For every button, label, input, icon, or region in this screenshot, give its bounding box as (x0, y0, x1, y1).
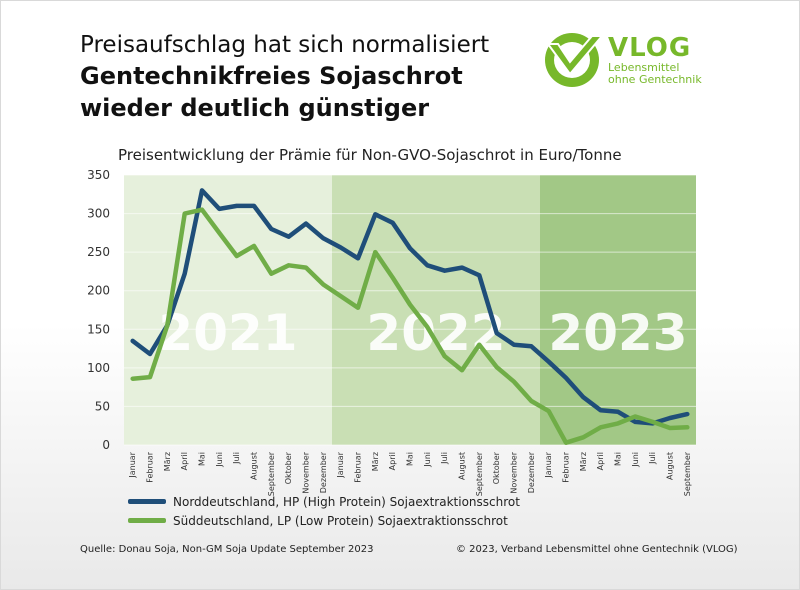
logo-text: VLOG Lebensmittel ohne Gentechnik (608, 34, 702, 86)
x-tick-label: Februar (146, 451, 155, 482)
year-band-2021 (124, 175, 332, 445)
x-tick-label: September (267, 451, 276, 496)
x-tick-label: März (371, 452, 380, 471)
x-tick-label: April (180, 452, 189, 470)
headline-subtitle: Preisaufschlag hat sich normalisiert (80, 32, 490, 58)
x-tick-label: Juli (440, 452, 449, 465)
logo-tagline-line1: Lebensmittel (608, 61, 680, 74)
year-label: 2023 (548, 304, 687, 362)
y-tick-label: 100 (87, 361, 110, 375)
series-line-north (130, 188, 690, 426)
headline-title-line2: wieder deutlich günstiger (80, 94, 430, 122)
y-tick-label: 300 (87, 207, 110, 221)
x-tick-label: Juni (215, 452, 224, 468)
x-tick-label: November (302, 451, 311, 493)
legend-item-north: Norddeutschland, HP (High Protein) Sojae… (128, 492, 520, 511)
x-tick-label: Februar (562, 451, 571, 482)
x-tick-label: Dezember (319, 451, 328, 493)
x-tick-label: August (250, 452, 259, 480)
x-tick-label: Juni (631, 452, 640, 468)
x-tick-label: September (683, 451, 692, 496)
copyright-note: © 2023, Verband Lebensmittel ohne Gentec… (456, 544, 738, 555)
x-tick-label: August (666, 452, 675, 480)
year-band-2022 (332, 175, 540, 445)
logo-tagline-line2: ohne Gentechnik (608, 73, 702, 86)
x-tick-label: August (458, 452, 467, 480)
logo-name: VLOG (608, 33, 692, 63)
x-tick-label: Juli (232, 452, 241, 465)
x-tick-label: April (596, 452, 605, 470)
x-tick-label: September (475, 451, 484, 496)
x-tick-label: Juni (423, 452, 432, 468)
legend-label-north: Norddeutschland, HP (High Protein) Sojae… (173, 494, 520, 509)
chart-title: Preisentwicklung der Prämie für Non-GVO-… (118, 146, 622, 164)
x-tick-label: Januar (544, 451, 553, 478)
x-tick-label: Februar (354, 451, 363, 482)
legend-swatch-south (128, 518, 166, 523)
x-tick-label: Oktober (284, 451, 293, 484)
year-label: 2021 (158, 304, 297, 362)
y-tick-label: 250 (87, 245, 110, 259)
series-line-south (130, 207, 690, 445)
y-tick-label: 150 (87, 322, 110, 336)
x-tick-label: März (579, 452, 588, 471)
y-tick-label: 50 (95, 399, 110, 413)
legend-swatch-north (128, 499, 166, 504)
x-tick-label: Dezember (527, 451, 536, 493)
legend-item-south: Süddeutschland, LP (Low Protein) Sojaext… (128, 511, 520, 530)
legend-label-south: Süddeutschland, LP (Low Protein) Sojaext… (173, 513, 508, 528)
headline-title-line1: Gentechnikfreies Sojaschrot (80, 62, 463, 90)
x-tick-label: Juli (648, 452, 657, 465)
x-tick-label: Oktober (492, 451, 501, 484)
y-tick-label: 350 (87, 168, 110, 182)
legend: Norddeutschland, HP (High Protein) Sojae… (128, 492, 520, 530)
x-tick-label: Mai (406, 452, 415, 466)
x-tick-label: April (388, 452, 397, 470)
year-band-2023 (540, 175, 696, 445)
x-tick-label: Mai (614, 452, 623, 466)
source-note: Quelle: Donau Soja, Non-GM Soja Update S… (80, 544, 374, 555)
x-tick-label: Januar (336, 451, 345, 478)
vlog-checkmark-logo-icon (545, 33, 605, 87)
x-tick-label: Mai (198, 452, 207, 466)
x-tick-label: November (510, 451, 519, 493)
y-tick-label: 200 (87, 284, 110, 298)
x-tick-label: Januar (128, 451, 137, 478)
headline: Preisaufschlag hat sich normalisiert Gen… (80, 30, 489, 124)
x-tick-label: März (163, 452, 172, 471)
y-tick-label: 0 (102, 438, 110, 452)
